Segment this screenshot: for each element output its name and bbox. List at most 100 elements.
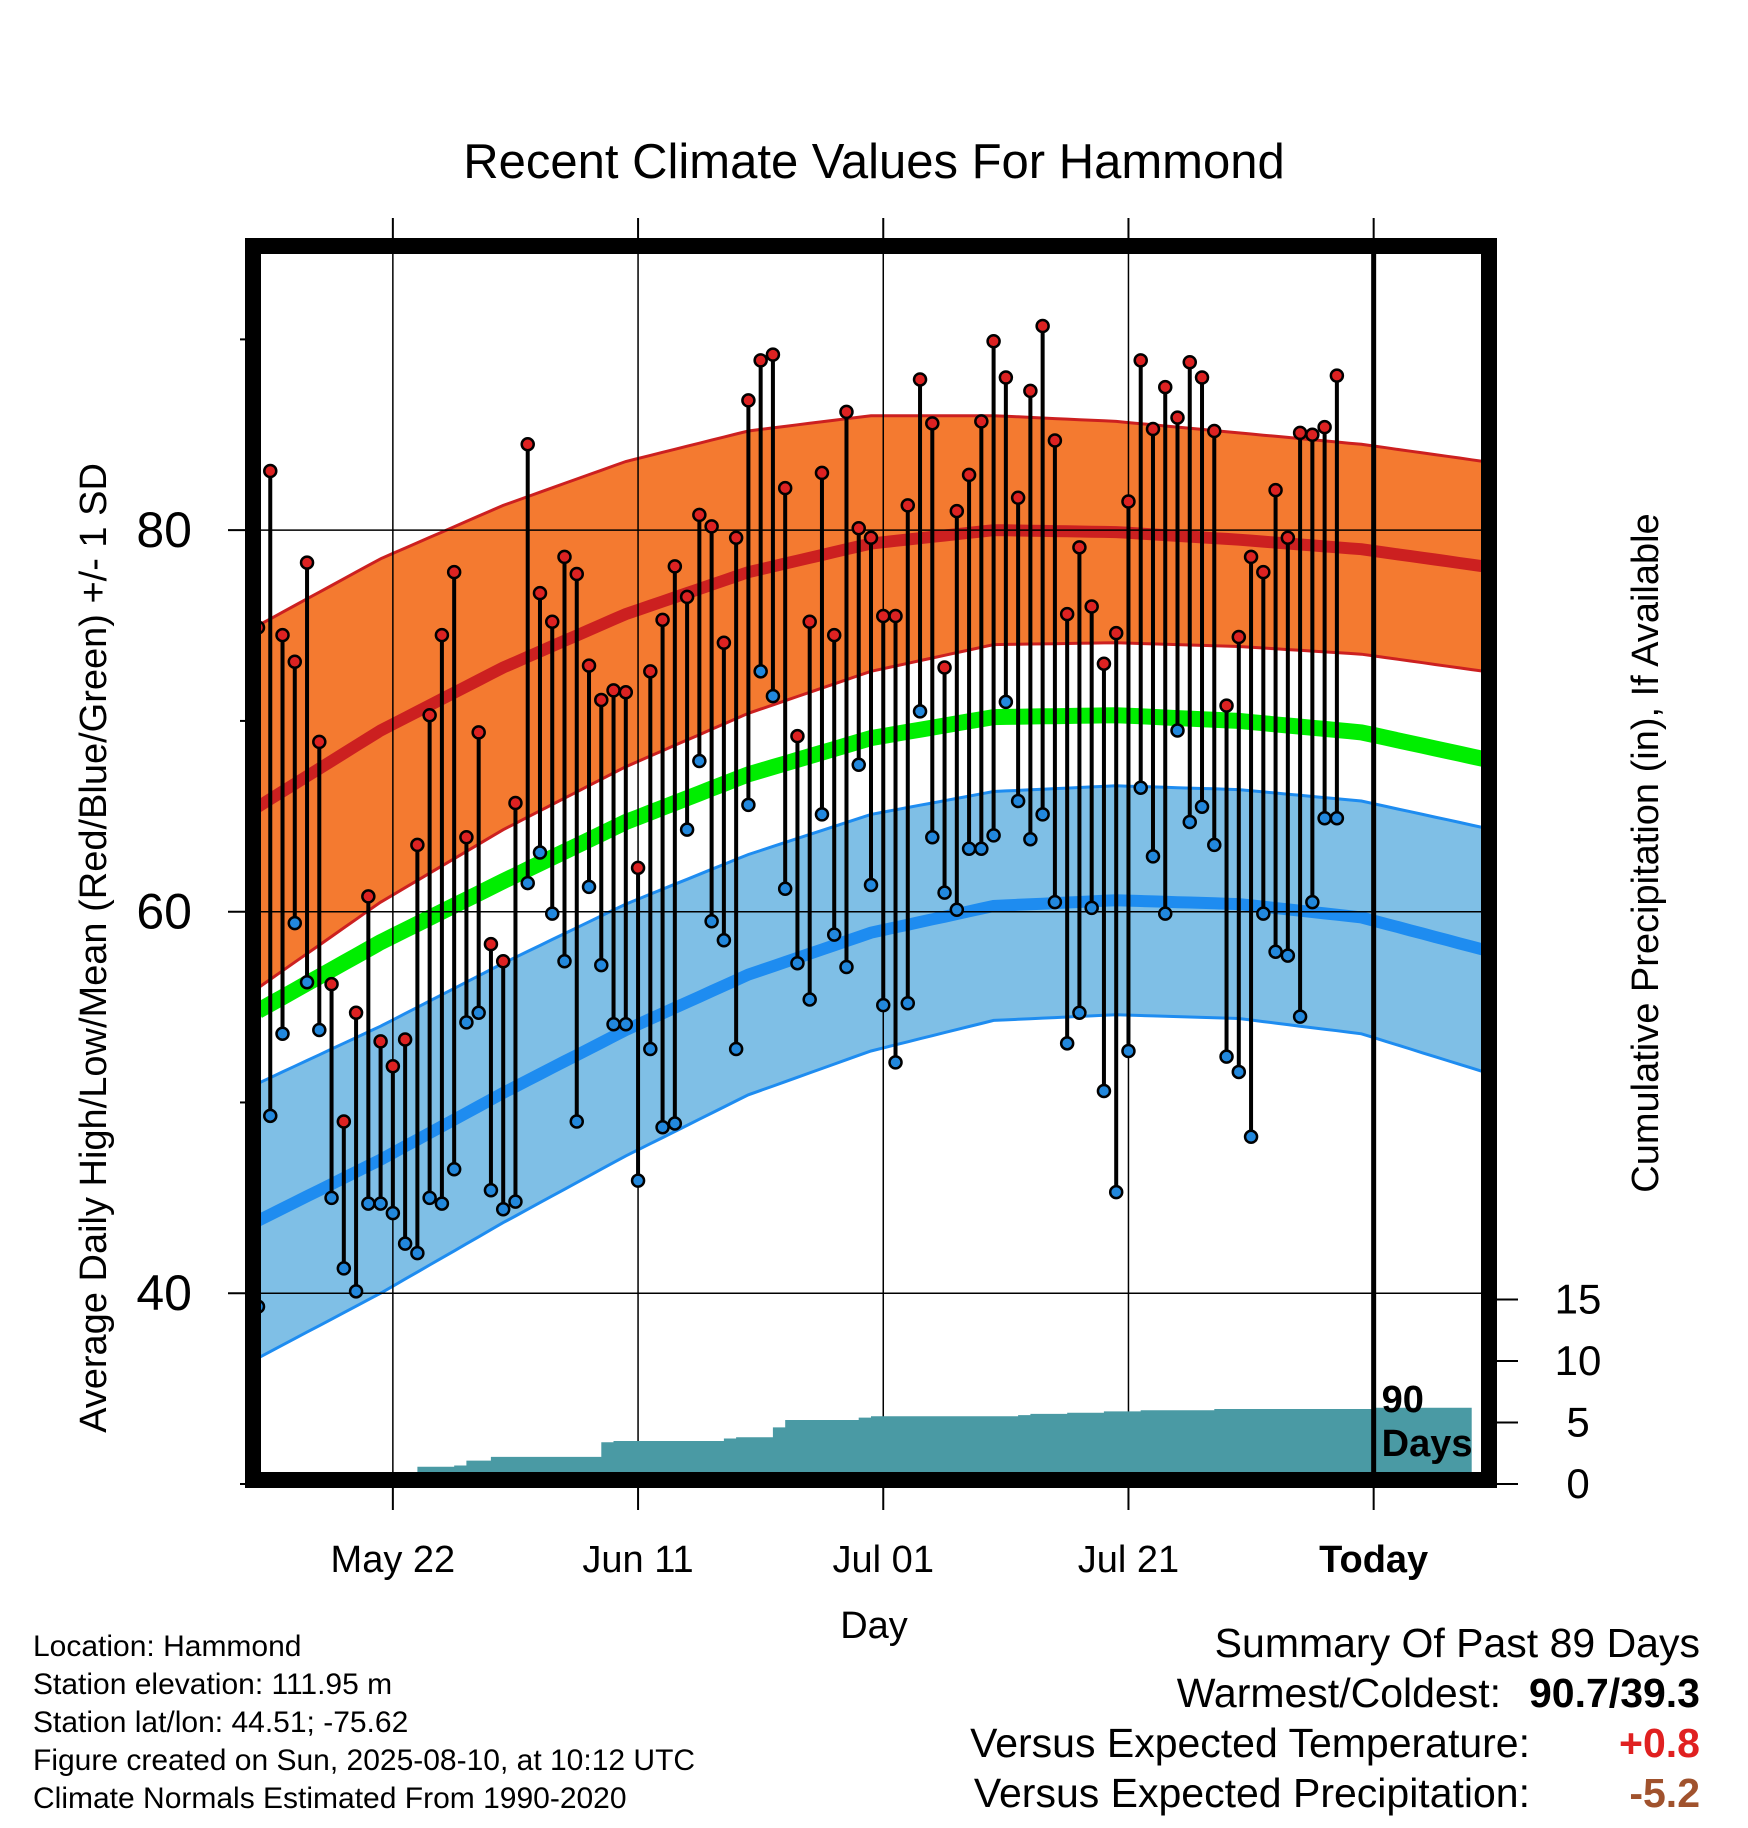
daily-high-point xyxy=(643,664,658,679)
daily-high-point xyxy=(594,692,609,708)
daily-high-point xyxy=(1035,318,1050,334)
precip-departure-label: Versus Expected Precipitation: xyxy=(973,1770,1530,1816)
today-marker-days-word: Days xyxy=(1382,1423,1473,1465)
daily-high-point xyxy=(410,837,425,853)
daily-high-point xyxy=(312,734,327,750)
daily-low-point xyxy=(900,996,916,1011)
daily-high-point xyxy=(459,830,474,845)
daily-low-point xyxy=(876,997,891,1013)
daily-high-point xyxy=(863,530,879,546)
precip-area xyxy=(258,1407,1472,1484)
y-left-tick-label: 80 xyxy=(136,502,192,558)
daily-low-point xyxy=(1023,831,1038,847)
daily-low-point xyxy=(1317,810,1332,826)
daily-high-point xyxy=(961,467,977,483)
daily-low-point xyxy=(1133,780,1148,795)
daily-low-point xyxy=(716,933,732,948)
daily-high-point xyxy=(741,393,756,408)
daily-low-point xyxy=(1182,814,1198,830)
daily-high-point xyxy=(1133,353,1148,368)
temp-departure-value: +0.8 xyxy=(1619,1720,1700,1766)
daily-high-point xyxy=(1182,355,1198,370)
daily-high-point xyxy=(728,530,744,546)
daily-high-point xyxy=(667,559,683,574)
daily-low-point xyxy=(422,1190,437,1206)
low-normal-band xyxy=(258,785,1484,1359)
precip-departure-value: -5.2 xyxy=(1629,1770,1700,1816)
daily-low-point xyxy=(606,1016,621,1032)
today-marker-days-number: 90 xyxy=(1382,1379,1424,1421)
daily-low-point xyxy=(1010,793,1026,809)
temp-departure-row: Versus Expected Temperature: +0.8 xyxy=(970,1718,1700,1768)
daily-high-point xyxy=(851,520,866,536)
daily-low-point xyxy=(594,957,609,973)
daily-low-point xyxy=(1219,1049,1234,1064)
daily-high-point xyxy=(1157,379,1173,395)
daily-high-point xyxy=(777,480,793,496)
daily-high-point xyxy=(385,1058,401,1074)
daily-low-point xyxy=(1072,1005,1087,1021)
daily-low-point xyxy=(814,807,830,822)
daily-low-point xyxy=(275,1026,290,1042)
daily-low-point xyxy=(949,902,965,918)
daily-high-point xyxy=(1207,423,1222,439)
x-axis-label: Day xyxy=(840,1605,908,1647)
daily-high-point xyxy=(373,1034,388,1049)
daily-high-point xyxy=(876,608,891,624)
daily-high-point xyxy=(422,707,437,723)
daily-low-point xyxy=(912,704,928,719)
daily-low-point xyxy=(1305,894,1320,910)
daily-low-point xyxy=(1084,900,1099,916)
daily-low-point xyxy=(397,1236,413,1251)
daily-low-point xyxy=(532,845,548,860)
daily-high-point xyxy=(495,954,511,969)
daily-high-point xyxy=(544,614,560,629)
daily-high-point xyxy=(434,627,450,643)
daily-low-point xyxy=(459,1015,474,1030)
created-line: Figure created on Sun, 2025-08-10, at 10… xyxy=(33,1744,696,1777)
daily-low-point xyxy=(1157,906,1173,921)
daily-high-point xyxy=(925,416,940,431)
precip-departure-row: Versus Expected Precipitation: -5.2 xyxy=(970,1768,1700,1818)
daily-high-point xyxy=(888,608,903,624)
daily-low-point xyxy=(434,1196,450,1211)
elevation-line: Station elevation: 111.95 m xyxy=(33,1668,393,1701)
y-right-tick-label: 5 xyxy=(1566,1399,1589,1446)
daily-low-point xyxy=(544,906,560,921)
daily-high-point xyxy=(520,437,535,452)
daily-low-point xyxy=(1268,944,1283,960)
daily-low-point xyxy=(741,797,756,813)
x-tick-label-0: May 22 xyxy=(331,1539,456,1581)
daily-low-point xyxy=(704,913,719,929)
daily-high-point xyxy=(299,555,315,570)
daily-low-point xyxy=(986,828,1001,843)
daily-high-point xyxy=(1010,490,1026,505)
daily-low-point xyxy=(581,879,597,895)
daily-low-point xyxy=(655,1120,670,1135)
daily-high-point xyxy=(1292,425,1308,441)
location-line: Location: Hammond xyxy=(33,1630,302,1663)
low-normal-band-lower-edge xyxy=(258,1013,1484,1360)
y-axis-label-right: Cumulative Precipitation (in), If Availa… xyxy=(1625,513,1667,1192)
daily-low-point xyxy=(557,954,572,969)
daily-low-point xyxy=(1292,1009,1308,1024)
daily-high-point xyxy=(471,725,486,740)
daily-high-point xyxy=(1023,383,1038,399)
daily-low-point xyxy=(643,1041,658,1057)
daily-high-point xyxy=(655,612,670,628)
daily-low-point xyxy=(851,757,866,773)
daily-low-point xyxy=(1231,1064,1247,1080)
station-info: Location: Hammond Station elevation: 111… xyxy=(33,1628,695,1818)
daily-high-point xyxy=(839,404,854,420)
daily-low-point xyxy=(483,1182,499,1198)
daily-low-point xyxy=(1108,1184,1124,1200)
daily-low-point xyxy=(1243,1129,1259,1145)
daily-high-point xyxy=(692,507,707,523)
daily-high-point xyxy=(446,564,462,580)
daily-high-point xyxy=(287,654,303,670)
daily-high-point xyxy=(348,1005,364,1021)
daily-high-point xyxy=(361,889,376,904)
daily-high-point xyxy=(1194,370,1210,385)
daily-high-point xyxy=(1145,421,1161,437)
